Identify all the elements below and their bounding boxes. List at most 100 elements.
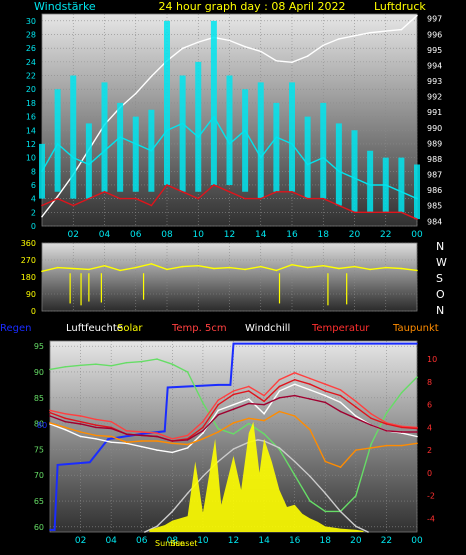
series-windst-rke-point (103, 149, 106, 152)
rain-scale-label: 80 (37, 421, 47, 430)
y-tick-label: 12 (26, 140, 36, 149)
series-temperatur-point (217, 403, 220, 406)
series-taupunkt-point (232, 422, 235, 424)
series-temp-5cm-point (232, 390, 235, 392)
y-tick-label: 65 (34, 497, 44, 506)
series-line-point (103, 264, 106, 267)
y-tick-label: 16 (26, 113, 36, 122)
series-luftfeuchte-point (324, 510, 327, 513)
y2-tick-label: 989 (427, 139, 442, 148)
series-windst-rke-point (306, 163, 309, 166)
y-tick-label: 28 (26, 31, 36, 40)
series-windchill-point (171, 451, 174, 454)
series-taupunkt-point (400, 444, 403, 447)
series-temperatur-point (263, 400, 265, 403)
series-windst-rke-mittel-point (134, 197, 137, 200)
header-right-label: Luftdruck (374, 0, 426, 13)
y-tick-label: 60 (34, 523, 44, 532)
series-luftfeuchte-point (309, 500, 311, 502)
compass-letter: W (436, 256, 447, 269)
series-windchill-point (232, 403, 235, 406)
series-windst-rke-point (259, 156, 262, 159)
series-windchill-point (95, 437, 97, 440)
legend-temperatur: Temperatur (311, 323, 370, 334)
series-luftfeuchte-point (416, 376, 418, 378)
series-luftfeuchte-point (79, 364, 82, 367)
y2-tick-label: 0 (427, 469, 432, 478)
series-luftdruck-point (228, 39, 231, 42)
series-windst-rke-point (197, 136, 200, 138)
y-tick-label: 0 (31, 222, 36, 231)
series-windst-rke-mittel-point (197, 197, 200, 200)
series-windchill-point (355, 415, 357, 417)
series-luftfeuchte-point (125, 361, 128, 364)
x-tick-label: 04 (99, 230, 111, 240)
series-luftfeuchte-point (186, 371, 189, 373)
series-line-point (56, 266, 59, 269)
series-windst-rke-mittel-point (119, 197, 121, 200)
series-line-point (369, 268, 371, 271)
series-temp-5cm-point (217, 399, 220, 401)
series-temperatur-point (370, 417, 372, 420)
series-taupunkt-point (110, 435, 112, 438)
series-taupunkt-point (140, 440, 143, 442)
x-tick-label: 00 (411, 230, 423, 240)
series-line-point (263, 403, 265, 406)
x-tick-label: 02 (68, 230, 79, 240)
series-taupunkt-point (416, 442, 418, 445)
series-luftfeuchte-point (49, 368, 51, 371)
series-line-point (49, 415, 51, 417)
y-tick-label: 24 (26, 58, 36, 67)
series-sonnenbahn-point (156, 525, 158, 528)
series-line-point (278, 397, 281, 399)
y-tick-label: 6 (31, 181, 36, 190)
series-sonnenbahn-point (217, 460, 220, 463)
series-temp-5cm-point (140, 431, 143, 433)
y2-tick-label: 987 (427, 171, 442, 180)
y2-tick-label: 10 (427, 355, 437, 364)
series-windchill-point (110, 441, 112, 443)
series-temp-5cm-point (171, 437, 174, 440)
series-luftdruck-point (134, 92, 137, 95)
x-tick-label: 06 (136, 536, 148, 546)
series-temp-5cm-point (186, 434, 189, 437)
series-luftfeuchte-point (232, 433, 235, 435)
series-regen-point (166, 386, 169, 389)
series-luftdruck-point (56, 195, 59, 198)
y-tick-label: 360 (21, 239, 36, 248)
series-windst-rke-mittel-point (259, 197, 262, 200)
y-tick-label: 30 (26, 17, 36, 26)
series-temperatur-point (309, 383, 311, 386)
sunrise-label: Sunrise (155, 539, 185, 548)
series-line-point (166, 268, 168, 271)
series-windst-rke-point (353, 177, 356, 179)
series-line-point (156, 435, 158, 438)
x-tick-label: 14 (258, 536, 270, 546)
series-luftfeuchte-point (171, 363, 174, 366)
series-luftfeuchte-point (217, 427, 220, 430)
series-line-point (416, 269, 418, 272)
series-solar-area (149, 421, 364, 532)
series-taupunkt-point (309, 428, 311, 431)
series-regen-point (56, 464, 59, 466)
series-taupunkt-point (370, 447, 372, 449)
legend: Regen Luftfeuchte Solar Temp. 5cm Windch… (0, 323, 439, 334)
series-sonnenbahn-point (309, 475, 311, 478)
series-luftfeuchte-point (95, 363, 97, 366)
series-temp-5cm-point (370, 412, 372, 415)
series-windst-rke-point (384, 184, 387, 186)
series-taupunkt-point (49, 422, 51, 424)
x-tick-label: 22 (381, 536, 392, 546)
series-temp-5cm-point (247, 385, 250, 388)
y-tick-label: 0 (31, 307, 36, 316)
series-temperatur-point (355, 406, 357, 408)
series-line-point (293, 394, 296, 397)
series-line-point (202, 430, 204, 432)
series-line-point (385, 430, 388, 432)
series-taupunkt-point (125, 441, 128, 443)
series-windchill-point (217, 409, 220, 412)
series-line-point (400, 267, 403, 270)
series-windst-rke-point (72, 156, 75, 159)
y2-tick-label: 2 (427, 446, 432, 455)
series-line-point (353, 265, 356, 268)
